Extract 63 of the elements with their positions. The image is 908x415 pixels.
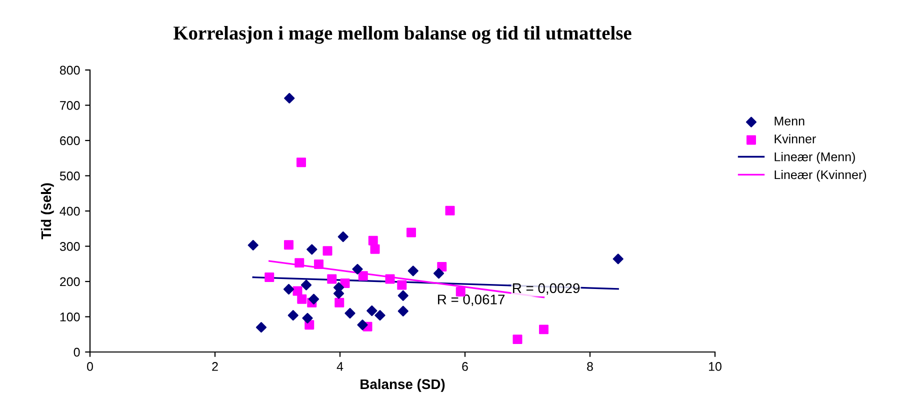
x-tick-label: 6 (462, 362, 468, 371)
y-tick-label: 600 (60, 136, 80, 146)
point (338, 231, 348, 242)
point (445, 206, 455, 216)
point (433, 268, 444, 279)
point (306, 244, 318, 255)
point (302, 312, 313, 324)
x-tick-label: 4 (336, 362, 344, 371)
point (612, 254, 624, 264)
point (512, 334, 522, 344)
point (398, 306, 408, 316)
point (358, 271, 368, 281)
legend-label: Lineær (Menn) (774, 152, 855, 164)
y-tick-label: 100 (60, 312, 80, 322)
point (366, 305, 378, 316)
y-axis-title: Tid (sek) (40, 183, 54, 240)
legend-label: Kvinner (774, 134, 816, 144)
point (352, 264, 363, 274)
point (288, 310, 298, 321)
point (284, 240, 294, 250)
y-tick-label: 0 (74, 348, 80, 357)
point (344, 308, 356, 319)
point (406, 228, 416, 238)
legend-label: Menn (774, 116, 804, 126)
point (300, 280, 312, 290)
x-tick-label: 0 (87, 362, 93, 371)
point (385, 274, 395, 284)
legend-label: Lineær (Kvinner) (774, 170, 866, 182)
y-tick-label: 400 (60, 206, 80, 216)
point (539, 324, 548, 334)
point (456, 286, 466, 296)
point (370, 244, 380, 254)
point (322, 246, 332, 256)
x-axis-title: Balanse (SD) (360, 378, 445, 392)
point (308, 294, 320, 304)
annotation: R = 0,0617 (438, 294, 505, 306)
point (256, 322, 267, 333)
y-tick-label: 700 (60, 101, 80, 110)
y-tick-label: 200 (60, 277, 80, 286)
point (248, 240, 258, 250)
point (334, 298, 344, 308)
point (408, 266, 418, 276)
point (357, 320, 368, 330)
y-tick-label: 500 (60, 172, 80, 180)
point (294, 258, 304, 268)
point (314, 259, 324, 269)
point (297, 294, 307, 304)
point (284, 92, 295, 104)
x-tick-label: 2 (212, 362, 218, 371)
point (397, 280, 407, 290)
point (296, 158, 306, 168)
point (368, 236, 378, 246)
annotation: R = 0,0029 (513, 283, 580, 295)
point (374, 310, 386, 321)
point (398, 290, 408, 301)
point (327, 274, 337, 284)
x-tick-label: 10 (709, 362, 722, 371)
y-tick-label: 800 (60, 66, 80, 75)
chart-title: Korrelasjon i mage mellom balanse og tid til utmattelse (173, 26, 632, 44)
point (264, 272, 274, 282)
y-tick-label: 300 (60, 242, 80, 251)
point (283, 284, 294, 295)
x-tick-label: 8 (587, 362, 593, 371)
